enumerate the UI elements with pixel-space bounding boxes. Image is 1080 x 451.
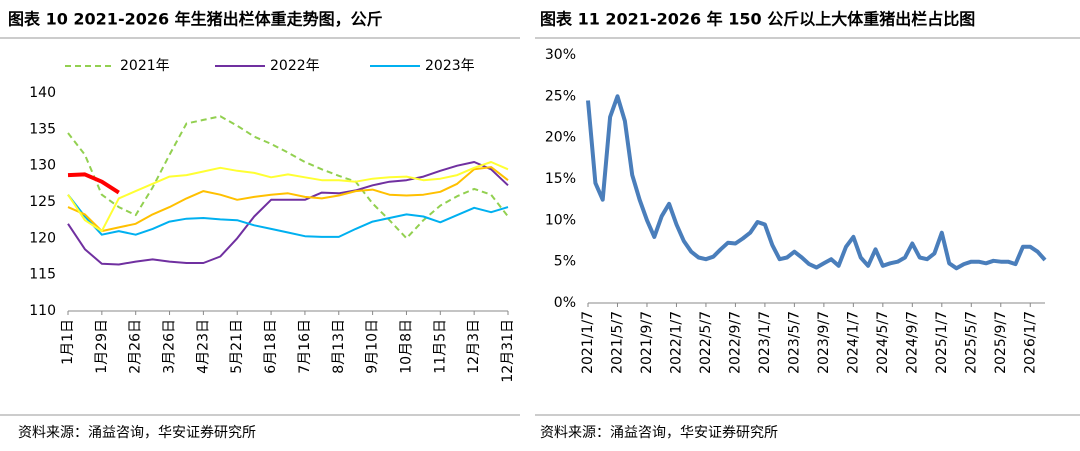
x-tick-label: 1月1日 [60,319,76,365]
y-tick-label: 130 [29,158,56,174]
chart-title: 图表 10 2021-2026 年生猪出栏体重走势图，公斤 [8,10,383,29]
source-note: 资料来源：涌益咨询，华安证券研究所 [540,425,778,441]
series-line [67,115,509,240]
y-tick-label: 120 [29,230,56,246]
x-tick-label: 2022/9/7 [727,311,743,374]
y-tick-label: 125 [29,194,56,210]
y-tick-label: 30% [545,47,576,63]
x-tick-label: 2024/5/7 [875,311,891,374]
x-tick-label: 2025/9/7 [993,311,1009,374]
x-tick-label: 12月3日 [466,319,482,374]
series-line [67,161,509,266]
x-tick-label: 9月10日 [365,319,381,374]
x-tick-label: 5月21日 [229,319,245,374]
y-tick-label: 15% [545,171,576,187]
x-tick-label: 2024/9/7 [904,311,920,374]
series-line [586,94,1047,271]
x-tick-label: 2022/1/7 [668,311,684,374]
chart-title: 图表 11 2021-2026 年 150 公斤以上大体重猪出栏占比图 [540,10,975,29]
y-tick-label: 0% [554,295,576,311]
series-line [67,166,509,233]
x-tick-label: 8月13日 [331,319,347,374]
x-tick-label: 4月23日 [195,319,211,374]
x-tick-label: 2021/1/7 [580,311,596,374]
y-tick-label: 25% [545,88,576,104]
y-tick-label: 5% [554,254,576,270]
x-tick-label: 7月16日 [297,319,313,374]
x-tick-label: 2月26日 [128,319,144,374]
x-tick-label: 1月29日 [94,319,110,374]
x-tick-label: 2025/5/7 [963,311,979,374]
x-tick-label: 2021/5/7 [609,311,625,374]
y-tick-label: 10% [545,212,576,228]
x-tick-label: 2021/9/7 [639,311,655,374]
x-tick-label: 2023/1/7 [757,311,773,374]
series-line [67,161,509,233]
x-tick-label: 12月31日 [500,319,516,383]
series-line [67,172,120,195]
y-tick-label: 110 [29,303,56,319]
y-tick-label: 135 [29,121,56,137]
x-tick-label: 10月8日 [398,319,414,374]
x-tick-label: 3月26日 [162,319,178,374]
x-tick-label: 2023/9/7 [816,311,832,374]
y-tick-label: 140 [29,85,56,101]
x-tick-label: 2026/1/7 [1022,311,1038,374]
y-tick-label: 115 [29,267,56,283]
x-tick-label: 2022/5/7 [698,311,714,374]
legend-label: 2021年 [120,58,170,74]
source-note: 资料来源：涌益咨询，华安证券研究所 [18,425,256,441]
x-tick-label: 11月5日 [432,319,448,374]
legend-label: 2022年 [270,58,320,74]
legend-label: 2023年 [425,58,475,74]
series-line [67,194,509,238]
x-tick-label: 2024/1/7 [845,311,861,374]
x-tick-label: 6月18日 [263,319,279,374]
x-tick-label: 2025/1/7 [934,311,950,374]
x-tick-label: 2023/5/7 [786,311,802,374]
y-tick-label: 20% [545,130,576,146]
